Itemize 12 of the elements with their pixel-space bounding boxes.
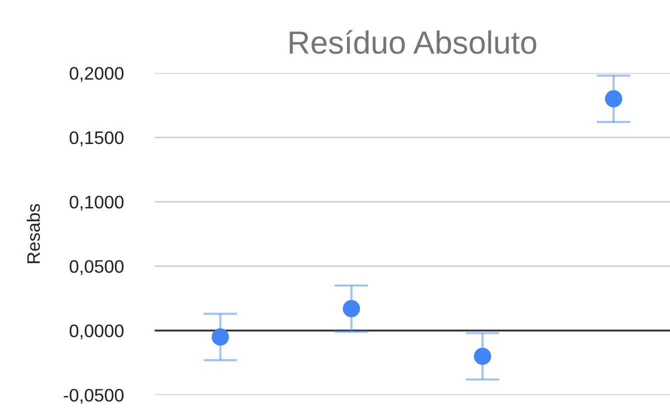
chart-title: Resíduo Absoluto <box>290 30 536 54</box>
point <box>212 328 229 346</box>
point <box>342 300 360 318</box>
y-tick-label: 0,0500 <box>70 260 124 276</box>
y-tick-label: 0,1000 <box>70 196 124 211</box>
y-tick-label: -0,0500 <box>64 388 124 404</box>
y-tick-label: 0,0000 <box>70 324 124 340</box>
point <box>474 348 492 365</box>
y-axis-title: Resabs <box>26 204 40 264</box>
point <box>605 90 622 108</box>
y-tick-label: 0,1500 <box>70 131 124 146</box>
y-tick-label: 0,2000 <box>70 66 124 82</box>
